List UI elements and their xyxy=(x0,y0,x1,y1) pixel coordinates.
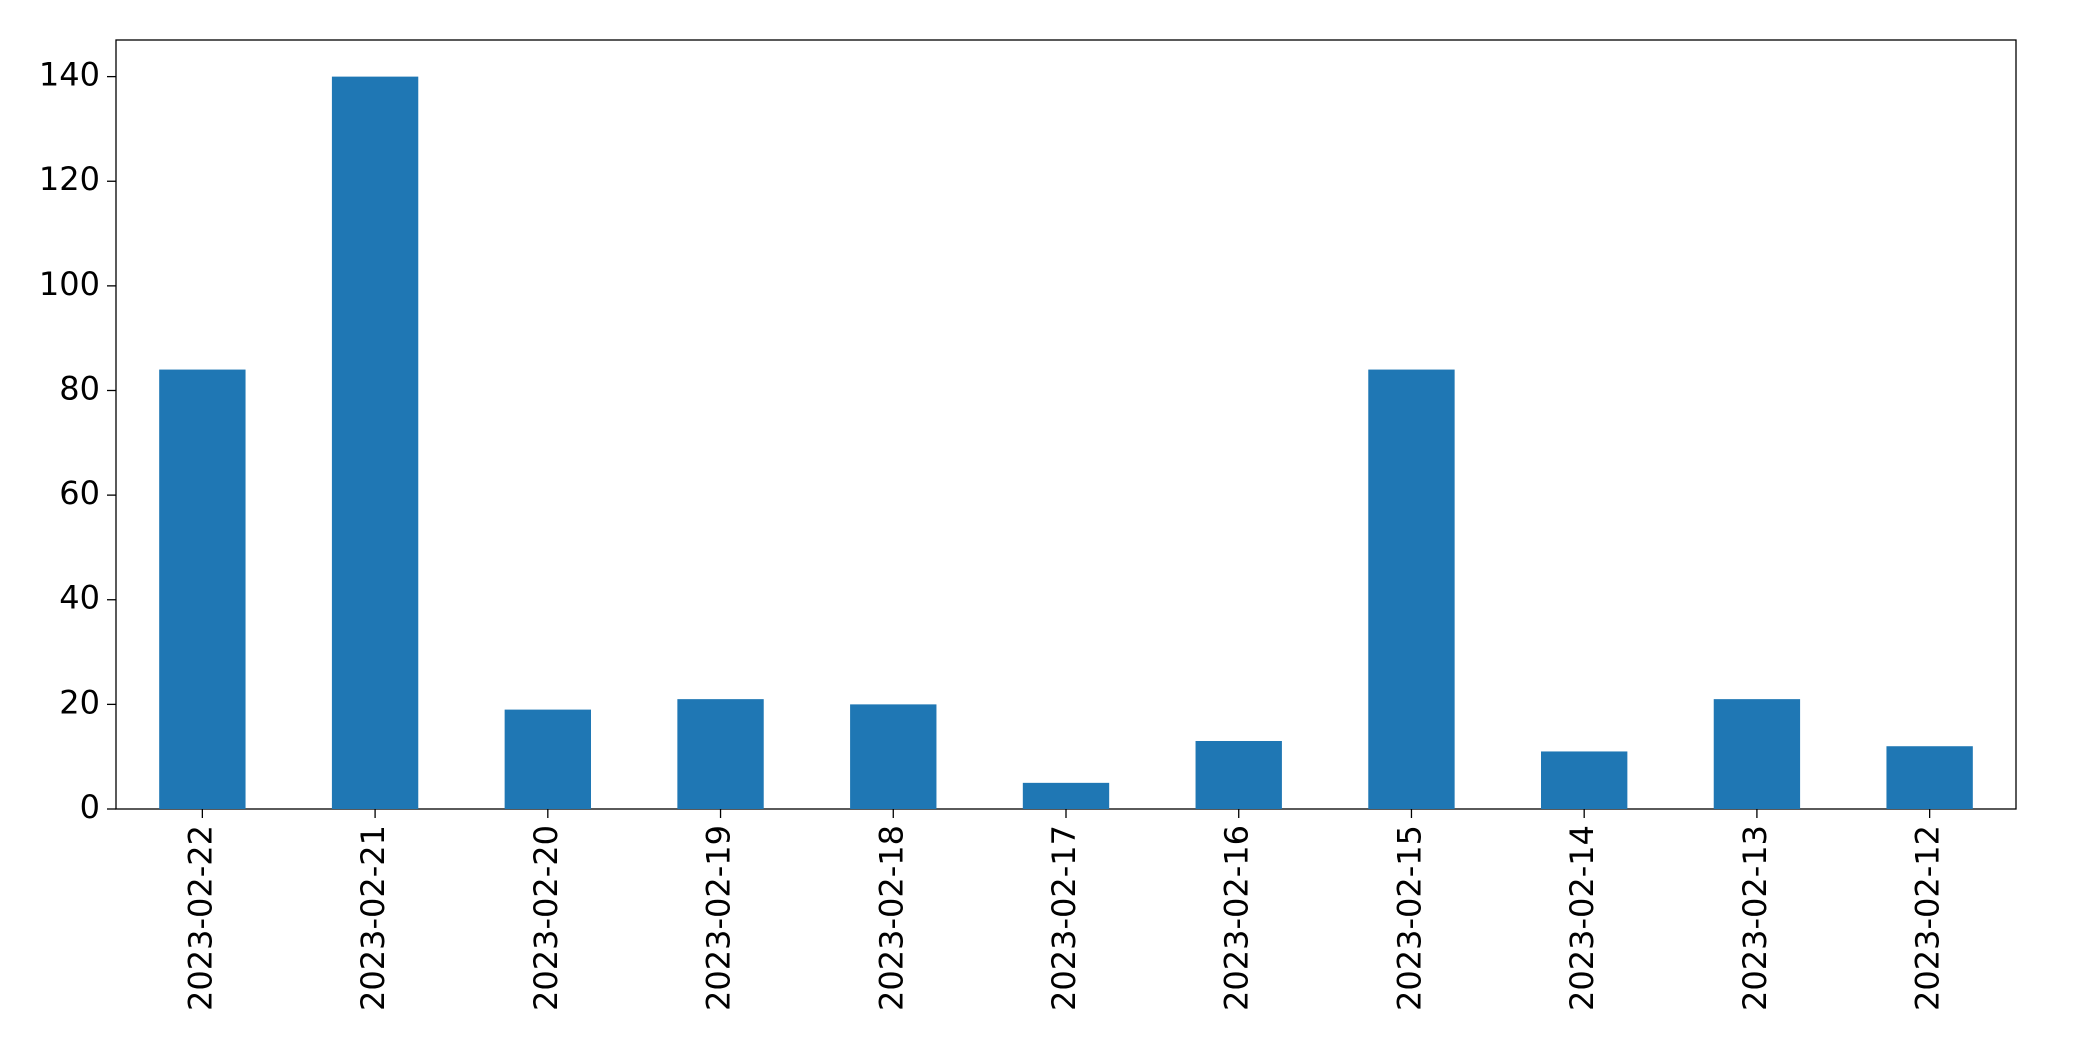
x-tick-label: 2023-02-20 xyxy=(527,825,565,1011)
bar xyxy=(1022,782,1110,809)
bar xyxy=(677,699,764,809)
x-tick-label: 2023-02-12 xyxy=(1909,825,1947,1011)
bar xyxy=(1886,746,1973,809)
bar xyxy=(504,709,591,809)
x-tick-label: 2023-02-18 xyxy=(872,825,910,1011)
x-tick-label: 2023-02-17 xyxy=(1045,825,1083,1011)
y-tick-label: 60 xyxy=(59,474,100,512)
y-tick-label: 80 xyxy=(59,369,100,407)
bar xyxy=(1541,751,1628,809)
bar xyxy=(1713,699,1801,809)
y-tick-label: 100 xyxy=(39,265,100,303)
bar xyxy=(331,76,419,810)
y-tick-label: 140 xyxy=(39,56,100,94)
x-tick-label: 2023-02-22 xyxy=(181,825,219,1011)
x-tick-label: 2023-02-16 xyxy=(1218,825,1256,1011)
x-tick-label: 2023-02-13 xyxy=(1736,825,1774,1011)
y-tick-label: 40 xyxy=(59,579,100,617)
y-tick-label: 0 xyxy=(80,788,100,826)
x-tick-label: 2023-02-15 xyxy=(1390,825,1428,1011)
x-tick-label: 2023-02-21 xyxy=(354,825,392,1011)
y-tick-label: 120 xyxy=(39,160,100,198)
x-tick-label: 2023-02-14 xyxy=(1563,825,1601,1011)
y-tick-label: 20 xyxy=(59,683,100,721)
x-tick-label: 2023-02-19 xyxy=(700,825,738,1011)
bar xyxy=(850,704,937,809)
bar xyxy=(1195,740,1282,809)
bar xyxy=(1368,369,1455,809)
bar xyxy=(159,369,246,809)
